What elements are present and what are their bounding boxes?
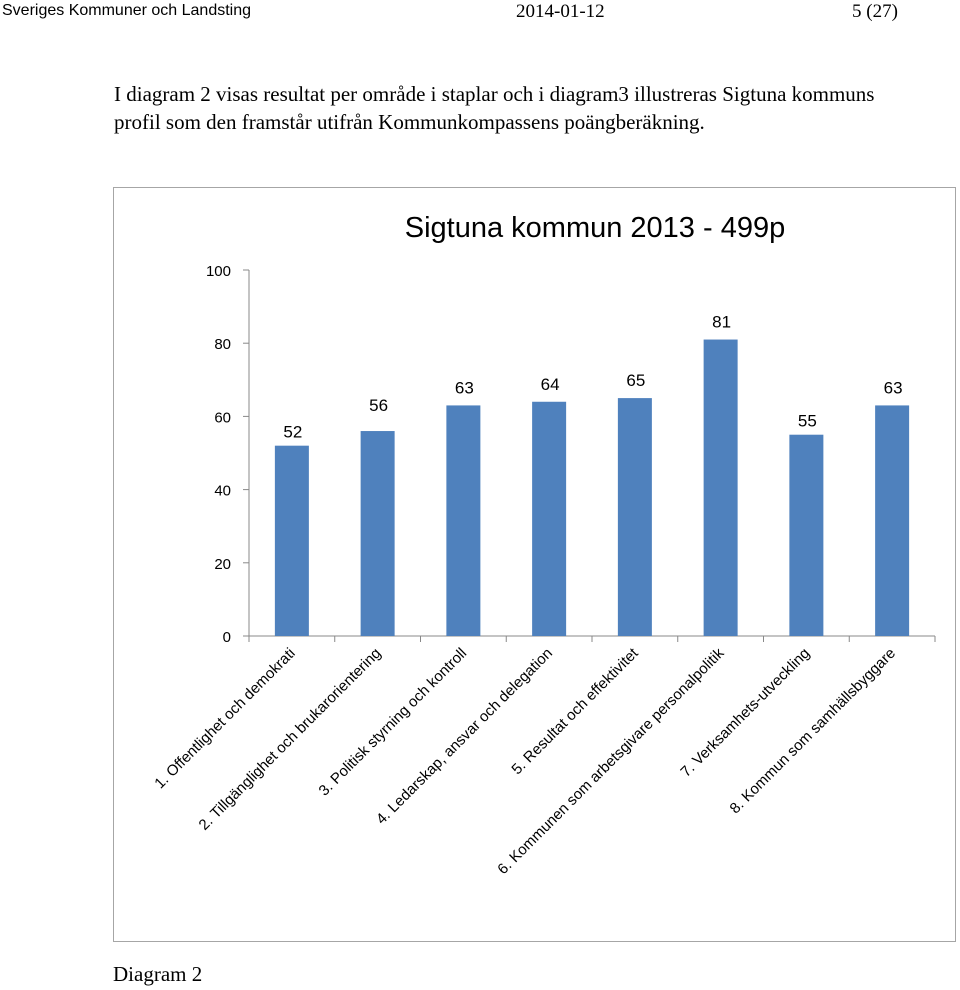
bar-8 [875,405,910,636]
y-tick-label: 60 [214,409,231,426]
bar-1 [274,445,309,636]
category-label-2: 2. Tillgänglighet och brukarorientering [196,645,385,834]
data-label-2: 56 [369,396,388,415]
intro-line-2: profil som den framstår utifrån Kommunko… [114,110,705,134]
chart-frame: Sigtuna kommun 2013 - 499p 0 20 40 60 80 100 52… [113,187,956,942]
intro-paragraph: I diagram 2 visas resultat per område i … [114,80,914,136]
bar-6 [703,339,738,636]
bar-5 [617,398,652,636]
intro-line-1: I diagram 2 visas resultat per område i … [114,82,875,106]
data-label-4: 64 [541,375,560,394]
y-tick-label: 40 [214,483,231,500]
data-label-3: 63 [455,378,474,397]
diagram-caption: Diagram 2 [113,962,203,986]
chart-title: Sigtuna kommun 2013 - 499p [405,212,785,244]
bar-chart: Sigtuna kommun 2013 - 499p 0 20 40 60 80 100 52… [151,212,936,878]
bar-4 [532,401,567,636]
y-tick-label: 0 [223,629,231,646]
data-label-1: 52 [283,423,302,442]
category-label-4: 4. Ledarskap, ansvar och delegation [373,645,556,828]
bar-7 [789,434,824,636]
bar-2 [360,431,395,636]
data-label-8: 63 [884,378,903,397]
header-organization: Sveriges Kommuner och Landsting [2,2,252,19]
category-label-3: 3. Politisk styrning och kontroll [316,645,471,800]
data-label-6: 81 [712,313,731,332]
y-tick-label: 20 [214,556,231,573]
header-date: 2014-01-12 [516,1,605,22]
category-label-8: 8. Kommun som samhällsbyggare [727,645,899,817]
category-label-1: 1. Offentlighet och demokrati [151,645,298,792]
data-label-5: 65 [626,371,645,390]
bar-3 [446,405,481,636]
y-tick-label: 80 [214,336,231,353]
header-page-number: 5 (27) [852,1,898,22]
data-label-7: 55 [798,412,817,431]
y-tick-label: 100 [206,263,231,280]
